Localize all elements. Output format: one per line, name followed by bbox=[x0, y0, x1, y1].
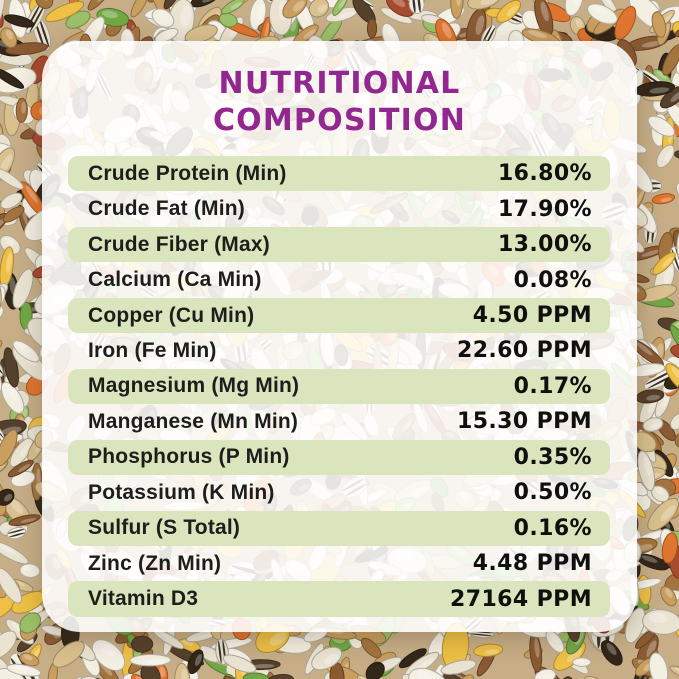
nutrient-value: 16.80% bbox=[497, 161, 592, 187]
nutrient-label: Magnesium (Mg Min) bbox=[88, 374, 300, 398]
nutrient-label: Zinc (Zn Min) bbox=[88, 551, 222, 575]
nutrient-label: Phosphorus (P Min) bbox=[88, 445, 290, 469]
nutrient-label: Iron (Fe Min) bbox=[88, 338, 217, 362]
nutrient-value: 15.30 PPM bbox=[457, 409, 592, 435]
nutrient-label: Vitamin D3 bbox=[88, 587, 199, 611]
nutrient-value: 0.50% bbox=[513, 480, 592, 506]
nutrient-value: 0.16% bbox=[513, 515, 592, 541]
nutrient-value: 0.35% bbox=[513, 444, 592, 470]
nutrient-row: Vitamin D3 27164 PPM bbox=[68, 581, 610, 617]
nutrient-label: Copper (Cu Min) bbox=[88, 303, 255, 327]
nutrient-label: Manganese (Mn Min) bbox=[88, 409, 299, 433]
nutrient-value: 0.08% bbox=[513, 267, 592, 293]
nutrient-label: Potassium (K Min) bbox=[88, 480, 275, 504]
nutrition-table: Crude Protein (Min) 16.80% Crude Fat (Mi… bbox=[68, 156, 610, 617]
nutrient-row: Crude Fat (Min) 17.90% bbox=[68, 191, 610, 226]
nutrient-row: Sulfur (S Total) 0.16% bbox=[68, 510, 610, 546]
nutrient-row: Manganese (Mn Min) 15.30 PPM bbox=[68, 404, 610, 439]
title-line2: COMPOSITION bbox=[212, 103, 467, 138]
nutrient-value: 22.60 PPM bbox=[457, 338, 592, 364]
nutrient-row: Crude Fiber (Max) 13.00% bbox=[68, 226, 610, 263]
title-line1: NUTRITIONAL bbox=[218, 66, 461, 101]
nutrient-row: Copper (Cu Min) 4.50 PPM bbox=[68, 297, 610, 334]
nutrient-value: 17.90% bbox=[497, 196, 592, 222]
nutrient-value: 13.00% bbox=[497, 232, 592, 258]
page-title: NUTRITIONAL COMPOSITION bbox=[42, 65, 637, 139]
nutrient-row: Magnesium (Mg Min) 0.17% bbox=[68, 368, 610, 405]
nutrient-row: Iron (Fe Min) 22.60 PPM bbox=[68, 333, 610, 368]
nutrient-row: Phosphorus (P Min) 0.35% bbox=[68, 439, 610, 476]
nutrient-label: Crude Fiber (Max) bbox=[88, 232, 270, 256]
nutrient-value: 27164 PPM bbox=[450, 586, 592, 612]
nutrient-value: 0.17% bbox=[513, 373, 592, 399]
nutrient-label: Crude Fat (Min) bbox=[88, 197, 245, 221]
nutrient-row: Crude Protein (Min) 16.80% bbox=[68, 156, 610, 192]
nutrient-label: Sulfur (S Total) bbox=[88, 516, 241, 540]
nutrient-row: Calcium (Ca Min) 0.08% bbox=[68, 262, 610, 297]
nutrient-label: Crude Protein (Min) bbox=[88, 161, 287, 185]
nutrient-label: Calcium (Ca Min) bbox=[88, 268, 262, 292]
nutrient-row: Zinc (Zn Min) 4.48 PPM bbox=[68, 546, 610, 581]
nutrient-value: 4.50 PPM bbox=[472, 303, 592, 329]
nutrient-row: Potassium (K Min) 0.50% bbox=[68, 475, 610, 510]
nutrition-card: NUTRITIONAL COMPOSITION Crude Protein (M… bbox=[42, 41, 637, 632]
nutrient-value: 4.48 PPM bbox=[472, 551, 592, 577]
